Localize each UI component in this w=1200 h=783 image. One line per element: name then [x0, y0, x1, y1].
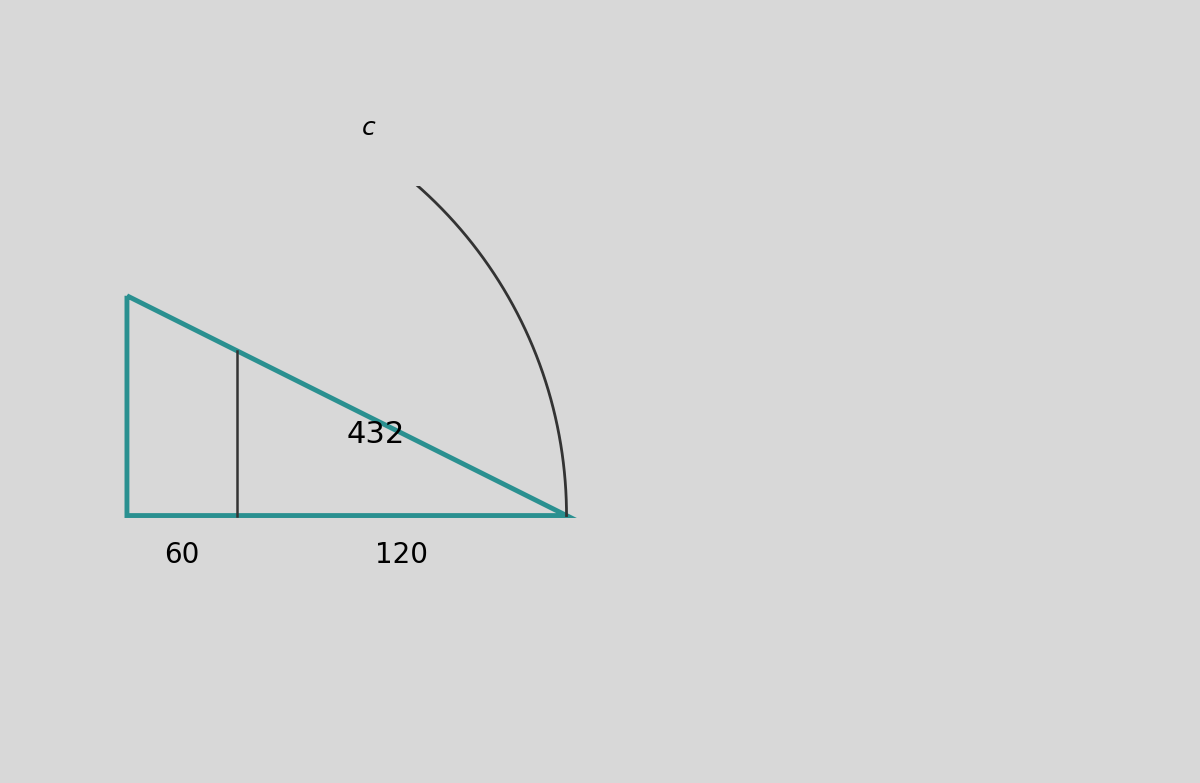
Text: 120: 120 — [376, 541, 428, 569]
Text: c: c — [361, 116, 376, 139]
Text: 432: 432 — [347, 420, 406, 449]
Text: 60: 60 — [164, 541, 199, 569]
